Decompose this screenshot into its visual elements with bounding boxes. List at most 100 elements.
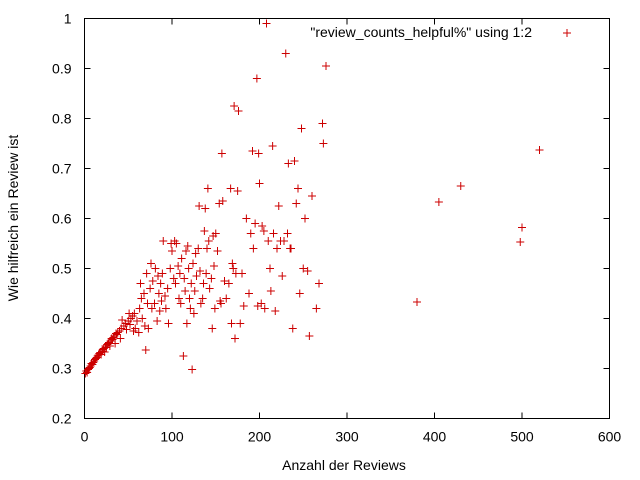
data-point [287, 244, 295, 253]
data-point [190, 287, 199, 295]
data-point [188, 365, 197, 374]
y-tick-label: 0.8 [52, 111, 72, 127]
data-point [260, 304, 269, 313]
data-point [144, 324, 153, 333]
data-point [227, 319, 236, 328]
data-point [151, 264, 160, 273]
data-point [222, 294, 231, 303]
data-point [135, 304, 144, 313]
data-point [184, 264, 193, 273]
data-point [210, 262, 218, 270]
data-point [164, 319, 173, 328]
data-point [271, 307, 280, 315]
y-tick-label: 0.7 [52, 161, 72, 177]
data-point [146, 284, 155, 293]
data-point [274, 202, 283, 210]
data-point [166, 264, 175, 273]
data-point [535, 146, 544, 154]
data-point [147, 304, 156, 313]
data-point [138, 314, 147, 323]
data-point [230, 102, 239, 110]
data-point [208, 324, 217, 333]
data-point [299, 264, 308, 273]
data-point [301, 214, 309, 223]
data-point [203, 184, 212, 193]
data-point [255, 179, 264, 188]
data-point [312, 304, 321, 313]
data-point [211, 229, 220, 238]
data-point [168, 247, 176, 255]
data-point [202, 269, 211, 278]
data-point [228, 259, 237, 268]
data-point [258, 222, 267, 230]
data-point [281, 49, 290, 58]
data-point [249, 244, 258, 253]
data-point [456, 182, 465, 190]
data-point [143, 299, 152, 308]
data-point [189, 259, 197, 268]
data-point [150, 299, 159, 308]
data-point [194, 244, 203, 253]
data-point [295, 289, 304, 298]
data-point [158, 269, 167, 278]
data-point [234, 107, 243, 115]
data-point [177, 254, 186, 263]
data-point [205, 284, 214, 293]
data-point [111, 339, 120, 348]
data-point [262, 19, 271, 28]
data-point [218, 197, 227, 205]
legend-label: "review_counts_helpful%" using 1:2 [310, 24, 532, 40]
y-axis-label: Wie hilfreich ein Review ist [5, 135, 21, 302]
data-point [136, 279, 145, 288]
data-point [516, 238, 525, 246]
data-point [257, 299, 266, 308]
data-point [175, 269, 184, 278]
data-point [182, 319, 191, 328]
data-point [155, 307, 164, 315]
data-point [290, 157, 299, 165]
data-point [268, 142, 277, 150]
data-point [266, 264, 274, 273]
data-point [171, 279, 180, 288]
data-point [248, 147, 257, 155]
data-point [413, 298, 421, 306]
data-point [273, 244, 281, 253]
data-point [191, 249, 200, 258]
data-point [186, 304, 195, 313]
data-point [200, 227, 209, 235]
data-point [283, 229, 292, 238]
data-point [122, 325, 131, 334]
data-point [88, 360, 97, 369]
data-point [142, 269, 151, 278]
data-point [154, 289, 163, 298]
data-point [242, 214, 251, 223]
data-point [224, 279, 233, 288]
data-point [264, 237, 273, 245]
data-point [169, 274, 178, 283]
x-tick-label: 500 [510, 429, 534, 445]
data-point [182, 247, 190, 255]
data-point [246, 229, 255, 238]
data-point [130, 309, 139, 318]
data-point [201, 204, 210, 213]
data-point [174, 262, 183, 270]
data-point [217, 149, 226, 158]
data-point [172, 239, 181, 248]
data-point [179, 352, 188, 360]
data-point [322, 62, 330, 70]
y-tick-label: 0.5 [52, 261, 72, 277]
data-point [131, 324, 140, 333]
data-point [280, 237, 288, 245]
data-point [239, 302, 248, 310]
data-point [161, 292, 169, 300]
data-point [434, 198, 443, 206]
data-point [236, 319, 245, 328]
data-point [245, 289, 253, 298]
data-point [180, 274, 189, 283]
data-point [210, 304, 219, 313]
axes: 0 100 200 300 400 500 600 0.2 0.3 0.4 0.5 0.6 0.7 0.8… [52, 11, 621, 445]
data-point [196, 299, 205, 308]
data-point [157, 297, 166, 305]
legend-marker [563, 29, 571, 37]
